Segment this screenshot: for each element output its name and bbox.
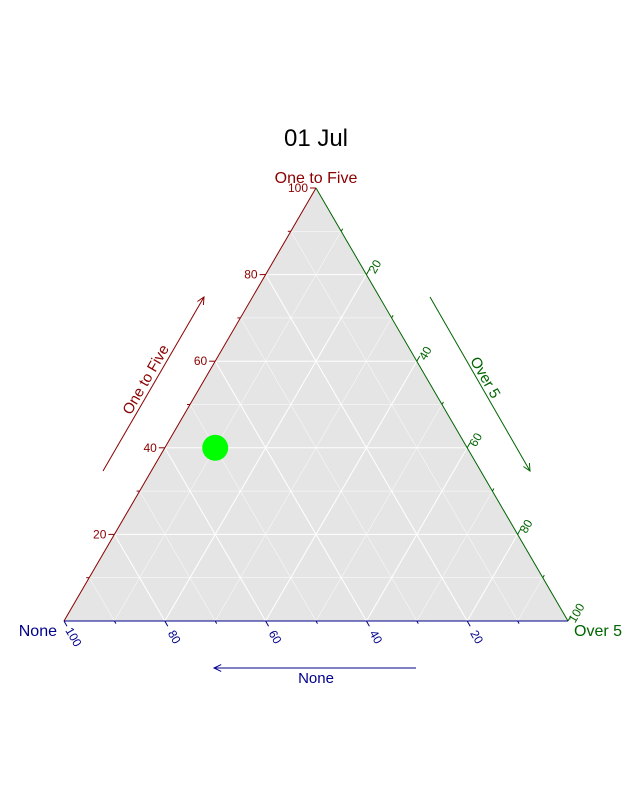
tick-right xyxy=(416,355,421,362)
data-points xyxy=(202,434,229,461)
tick-label-right: 40 xyxy=(416,344,435,363)
tick-label-right: 80 xyxy=(517,517,536,536)
chart-title: 01 Jul xyxy=(284,125,348,152)
grid-line xyxy=(113,534,166,622)
grid-line xyxy=(517,577,544,622)
axis-arrows xyxy=(102,296,531,672)
axis-title-left: None xyxy=(298,670,334,687)
vertex-label-left: None xyxy=(19,623,57,640)
arrow-top-axis xyxy=(102,296,205,472)
grid-line xyxy=(290,231,518,622)
grid-line xyxy=(139,490,216,622)
vertex-label-right: Over 5 xyxy=(574,623,622,640)
tick-label-right: 100 xyxy=(565,601,587,626)
grid-line xyxy=(315,404,443,622)
tick-label-top: 60 xyxy=(194,354,208,368)
tick-right xyxy=(567,615,572,622)
arrow-left-axis-head xyxy=(212,664,222,672)
tick-label-top: 40 xyxy=(143,441,157,455)
tick-left xyxy=(265,620,270,627)
grid-line xyxy=(466,534,519,622)
grid-line xyxy=(365,447,468,622)
grid-line xyxy=(164,447,267,622)
tick-right xyxy=(466,442,471,449)
axis-title-right: Over 5 xyxy=(466,354,503,401)
tick-right xyxy=(542,574,545,578)
arrow-right-axis xyxy=(429,296,531,472)
tick-left xyxy=(63,620,68,627)
tick-left xyxy=(315,620,318,624)
tick-left xyxy=(517,620,520,624)
data-point xyxy=(202,434,229,461)
tick-right xyxy=(340,228,344,232)
axis-title-top: One to Five xyxy=(119,342,172,418)
tick-label-right: 60 xyxy=(466,430,485,449)
tick-left xyxy=(466,620,471,627)
tick-right xyxy=(517,528,522,535)
tick-label-left: 100 xyxy=(62,625,84,650)
tick-label-top: 80 xyxy=(244,268,258,282)
tick-label-left: 40 xyxy=(366,628,385,647)
tick-right xyxy=(365,269,370,275)
tick-left xyxy=(113,620,117,624)
tick-label-top: 100 xyxy=(288,181,308,195)
tick-label-left: 60 xyxy=(266,628,285,647)
tick-left xyxy=(164,620,169,627)
tick-label-left: 80 xyxy=(165,628,184,647)
tick-left xyxy=(416,620,419,624)
arrow-top-axis-head xyxy=(197,296,205,306)
tick-label-top: 20 xyxy=(93,527,107,541)
tick-right xyxy=(491,488,495,492)
tick-left xyxy=(365,620,370,627)
grid-line xyxy=(240,317,418,622)
tick-right xyxy=(391,315,394,319)
grid-line xyxy=(114,231,342,622)
tick-right xyxy=(441,401,444,405)
tick-left xyxy=(214,620,218,624)
grid-line xyxy=(214,317,392,622)
vertex-label-top: One to Five xyxy=(275,170,358,187)
grid-line xyxy=(88,577,115,622)
arrow-right-axis-head xyxy=(523,462,531,472)
grid-line xyxy=(416,490,493,622)
tick-label-right: 20 xyxy=(366,257,385,276)
tick-label-left: 20 xyxy=(467,628,486,647)
